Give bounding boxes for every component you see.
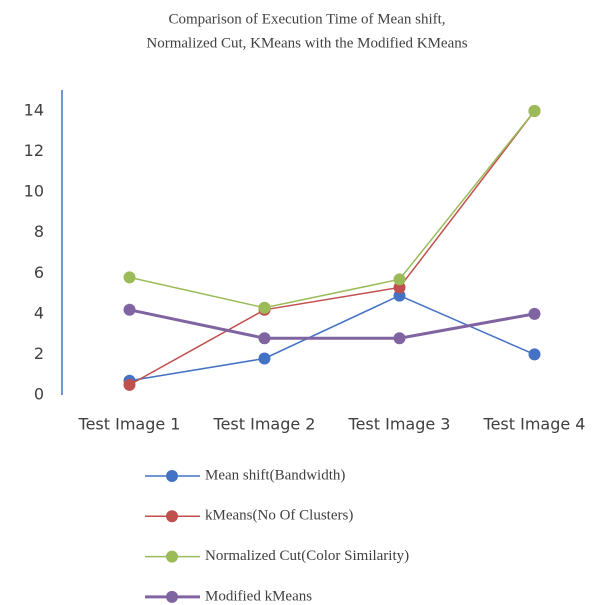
y-tick-label: 0 — [34, 385, 44, 404]
point — [123, 303, 136, 316]
x-tick-label: Test Image 3 — [348, 415, 451, 434]
legend-label: Mean shift(Bandwidth) — [205, 467, 345, 483]
y-tick-label: 6 — [34, 263, 44, 282]
legend-label: Modified kMeans — [205, 588, 312, 604]
series-line — [129, 110, 536, 386]
point — [393, 273, 406, 286]
point — [258, 301, 271, 314]
chart-title: Normalized Cut, KMeans with the Modified… — [146, 35, 467, 51]
legend-marker — [166, 590, 178, 603]
series-line — [129, 110, 536, 309]
x-tick-label: Test Image 2 — [213, 415, 316, 434]
point — [123, 271, 136, 284]
point — [123, 378, 136, 391]
legend-marker — [166, 510, 178, 523]
y-tick-label: 8 — [34, 222, 44, 241]
point — [393, 332, 406, 345]
legend-label: kMeans(No Of Clusters) — [205, 508, 353, 524]
series-line — [129, 308, 535, 340]
y-tick-label: 4 — [34, 303, 44, 322]
y-tick-label: 14 — [24, 101, 44, 120]
x-tick-label: Test Image 1 — [78, 415, 181, 434]
x-tick-label: Test Image 4 — [483, 415, 586, 434]
chart-title: Comparison of Execution Time of Mean shi… — [168, 11, 445, 27]
point — [258, 352, 271, 365]
point — [528, 307, 541, 320]
legend-marker — [166, 470, 178, 482]
point — [528, 348, 541, 361]
y-tick-label: 12 — [24, 141, 44, 160]
point — [258, 332, 271, 345]
legend-label: Normalized Cut(Color Similarity) — [205, 548, 409, 564]
legend-marker — [166, 550, 178, 563]
point — [528, 105, 541, 117]
y-tick-label: 2 — [34, 344, 44, 363]
y-tick-label: 10 — [24, 182, 44, 201]
